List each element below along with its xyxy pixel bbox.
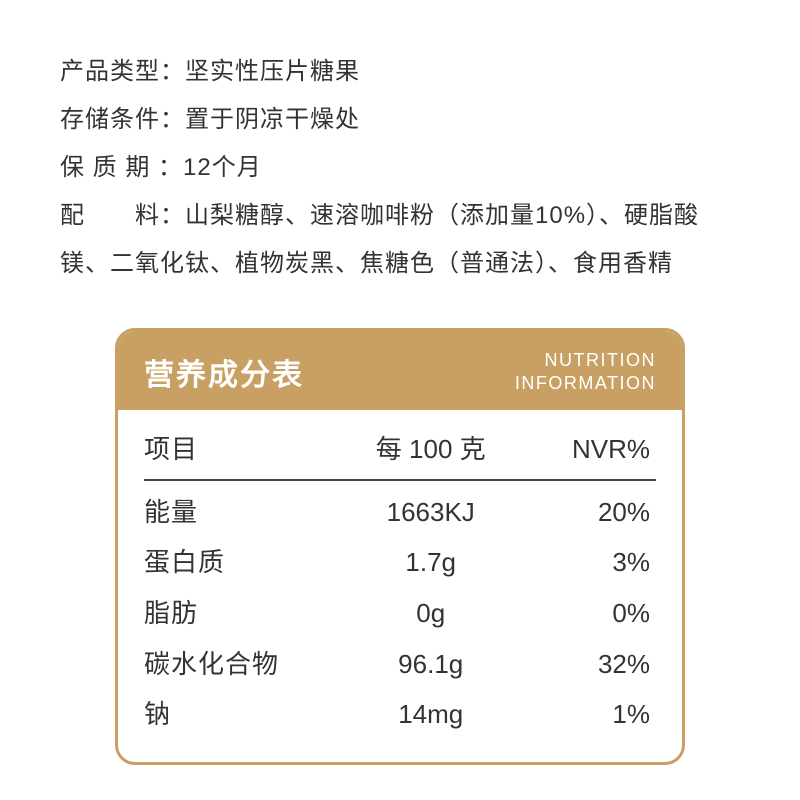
storage-label: 存储条件： (60, 106, 185, 133)
nutrition-body: 项目 每 100 克 NVR% 能量 1663KJ 20% 蛋白质 1.7g 3… (118, 410, 682, 762)
nutrition-divider (144, 479, 656, 481)
nutrition-title-en-line2: INFORMATION (515, 372, 656, 395)
nutrition-table: 营养成分表 NUTRITION INFORMATION 项目 每 100 克 N… (115, 328, 685, 765)
cell-item: 蛋白质 (144, 537, 349, 588)
table-row: 钠 14mg 1% (144, 689, 656, 740)
cell-nvr: 20% (513, 487, 656, 538)
nutrition-column-headers: 项目 每 100 克 NVR% (144, 424, 656, 475)
cell-nvr: 0% (513, 588, 656, 639)
product-info-block: 产品类型：坚实性压片糖果 存储条件：置于阴凉干燥处 保 质 期 ：12个月 配 … (60, 48, 740, 288)
table-row: 能量 1663KJ 20% (144, 487, 656, 538)
storage-value: 置于阴凉干燥处 (185, 106, 360, 133)
table-row: 脂肪 0g 0% (144, 588, 656, 639)
table-row: 蛋白质 1.7g 3% (144, 537, 656, 588)
column-header-item: 项目 (144, 424, 349, 475)
cell-nvr: 32% (513, 639, 656, 690)
nutrition-title-en-line1: NUTRITION (515, 349, 656, 372)
cell-nvr: 1% (513, 689, 656, 740)
cell-item: 能量 (144, 487, 349, 538)
nutrition-title-en: NUTRITION INFORMATION (515, 349, 656, 394)
cell-item: 碳水化合物 (144, 639, 349, 690)
table-row: 碳水化合物 96.1g 32% (144, 639, 656, 690)
column-header-nvr: NVR% (513, 424, 656, 475)
cell-per100g: 1.7g (349, 537, 513, 588)
shelf-life-value: 12个月 (183, 154, 262, 181)
nutrition-title-cn: 营养成分表 (144, 350, 304, 394)
shelf-life-line: 保 质 期 ：12个月 (60, 144, 740, 192)
nutrition-header: 营养成分表 NUTRITION INFORMATION (118, 331, 682, 410)
ingredients-line: 配 料：山梨糖醇、速溶咖啡粉（添加量10%）、硬脂酸镁、二氧化钛、植物炭黑、焦糖… (60, 192, 740, 288)
product-type-label: 产品类型： (60, 58, 185, 85)
product-type-line: 产品类型：坚实性压片糖果 (60, 48, 740, 96)
cell-item: 钠 (144, 689, 349, 740)
cell-per100g: 96.1g (349, 639, 513, 690)
cell-per100g: 0g (349, 588, 513, 639)
cell-nvr: 3% (513, 537, 656, 588)
storage-line: 存储条件：置于阴凉干燥处 (60, 96, 740, 144)
cell-item: 脂肪 (144, 588, 349, 639)
product-type-value: 坚实性压片糖果 (185, 58, 360, 85)
cell-per100g: 1663KJ (349, 487, 513, 538)
cell-per100g: 14mg (349, 689, 513, 740)
ingredients-label: 配 料： (60, 202, 185, 229)
shelf-life-label: 保 质 期 ： (60, 154, 183, 181)
column-header-per100g: 每 100 克 (349, 424, 513, 475)
